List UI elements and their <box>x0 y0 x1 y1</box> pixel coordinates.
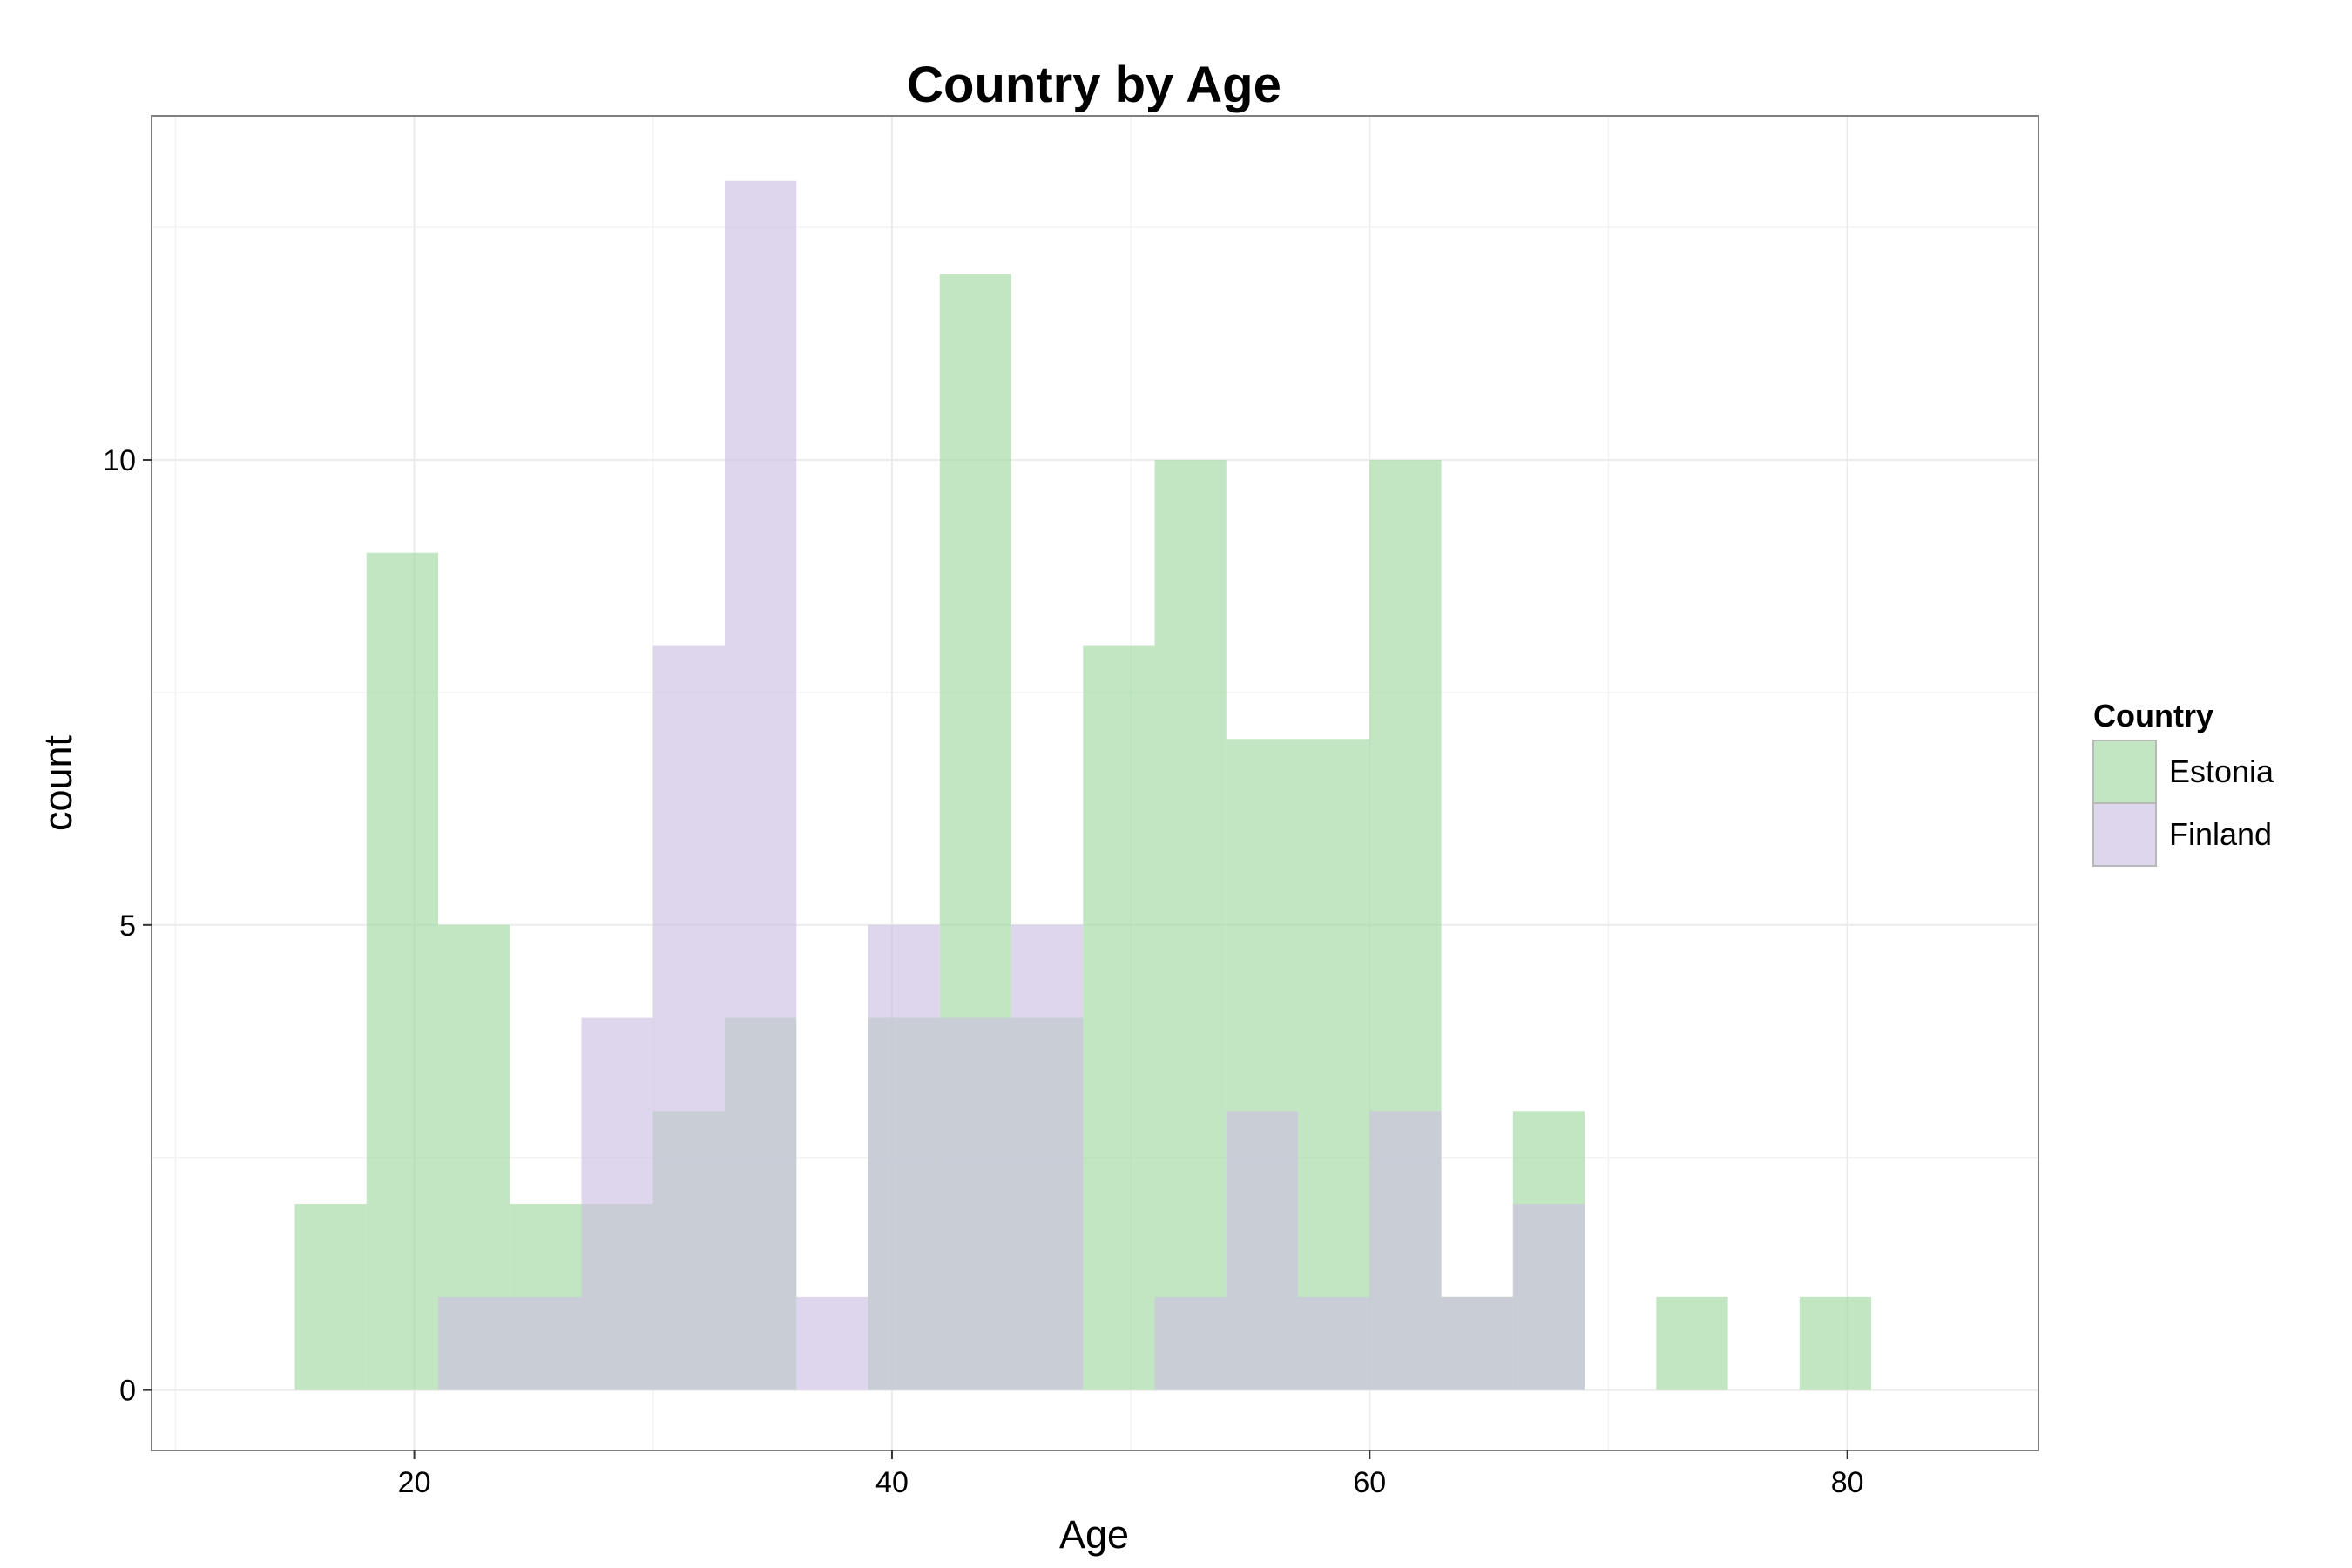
bar-finland <box>1011 924 1084 1390</box>
bar-finland <box>510 1296 582 1390</box>
bar-finland <box>1298 1296 1370 1390</box>
x-tick-label: 20 <box>398 1466 431 1499</box>
legend-label-finland: Finland <box>2169 816 2272 852</box>
bar-estonia <box>1799 1296 1872 1390</box>
bar-finland <box>1369 1111 1442 1390</box>
bar-estonia <box>366 552 439 1390</box>
bar-finland <box>939 1017 1012 1390</box>
x-tick-label: 40 <box>875 1466 909 1499</box>
x-axis-title: Age <box>1059 1512 1129 1557</box>
bar-finland <box>725 180 797 1390</box>
x-tick-label: 80 <box>1831 1466 1864 1499</box>
legend-title: Country <box>2093 698 2213 733</box>
y-tick-label: 5 <box>119 909 136 943</box>
bar-finland <box>652 645 726 1390</box>
chart-title: Country by Age <box>907 57 1281 113</box>
bar-finland <box>796 1296 868 1390</box>
y-axis: 0 5 10 <box>103 444 152 1408</box>
panel-border <box>151 115 2039 1451</box>
bar-estonia <box>294 1204 367 1390</box>
bar-estonia <box>1298 739 1370 1390</box>
x-axis: 20 40 60 80 <box>398 1450 1864 1499</box>
y-tick-label: 10 <box>103 444 136 477</box>
bar-finland <box>1226 1111 1299 1390</box>
y-tick-label: 0 <box>119 1375 136 1408</box>
y-axis-title: count <box>36 734 80 831</box>
bar-estonia <box>1656 1296 1728 1390</box>
bars <box>294 180 1872 1390</box>
legend-items: Estonia Finland <box>2092 740 2274 867</box>
bar-finland <box>1441 1296 1513 1390</box>
bar-finland <box>868 924 940 1390</box>
series-finland <box>438 180 1585 1390</box>
bar-estonia <box>1083 645 1155 1390</box>
bar-finland <box>581 1017 653 1390</box>
bar-finland <box>438 1296 510 1390</box>
legend-key-finland <box>2092 802 2157 867</box>
bar-finland <box>1154 1296 1227 1390</box>
bar-estonia <box>1154 460 1227 1390</box>
legend-label-estonia: Estonia <box>2169 754 2274 789</box>
bar-finland <box>1512 1204 1585 1390</box>
x-tick-label: 60 <box>1353 1466 1386 1499</box>
legend: Country Estonia Finland <box>2092 698 2274 867</box>
legend-key-estonia <box>2092 740 2157 804</box>
